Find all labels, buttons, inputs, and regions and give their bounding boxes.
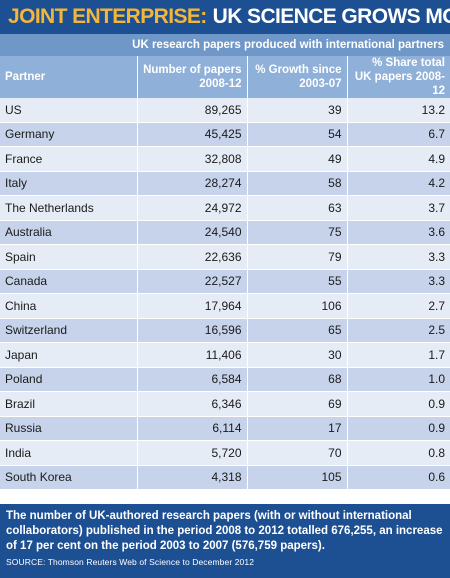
- table-row: Germany 45,425 54 6.7: [0, 122, 450, 147]
- share-cell: 0.8: [347, 440, 450, 466]
- title-accent: JOINT ENTERPRISE:: [8, 5, 207, 28]
- papers-cell: 24,540: [137, 220, 248, 245]
- partner-cell: The Netherlands: [0, 195, 138, 221]
- table-row: China 17,964 106 2.7: [0, 293, 450, 319]
- title-text: UK SCIENCE GROWS MORE COLLABORATIVE: [212, 5, 450, 28]
- table-row: Spain 22,636 79 3.3: [0, 244, 450, 270]
- partner-cell: Canada: [0, 269, 138, 294]
- papers-cell: 24,972: [137, 195, 248, 221]
- papers-cell: 6,346: [137, 391, 248, 417]
- table-row: Japan 11,406 30 1.7: [0, 342, 450, 368]
- partner-cell: Australia: [0, 220, 138, 245]
- papers-cell: 5,720: [137, 440, 248, 466]
- column-header-share: % Share total UK papers 2008-12: [347, 56, 450, 98]
- table-row: Brazil 6,346 69 0.9: [0, 391, 450, 417]
- share-cell: 4.2: [347, 171, 450, 196]
- papers-cell: 17,964: [137, 293, 248, 319]
- papers-cell: 6,584: [137, 367, 248, 392]
- source-credit: SOURCE: Thomson Reuters Web of Science t…: [6, 557, 255, 567]
- papers-cell: 28,274: [137, 171, 248, 196]
- papers-cell: 89,265: [137, 98, 248, 123]
- share-cell: 3.3: [347, 244, 450, 270]
- growth-cell: 106: [247, 293, 348, 319]
- share-cell: 6.7: [347, 122, 450, 147]
- table-row: Poland 6,584 68 1.0: [0, 367, 450, 392]
- partners-table: Partner Number of papers 2008-12 % Growt…: [0, 56, 450, 490]
- share-cell: 0.9: [347, 416, 450, 441]
- subtitle: UK research papers produced with interna…: [0, 34, 450, 56]
- growth-cell: 69: [247, 391, 348, 417]
- footer-note: The number of UK-authored research paper…: [6, 510, 443, 552]
- table-row: Italy 28,274 58 4.2: [0, 171, 450, 196]
- growth-cell: 75: [247, 220, 348, 245]
- table-row: The Netherlands 24,972 63 3.7: [0, 195, 450, 221]
- partner-cell: Russia: [0, 416, 138, 441]
- table-row: Russia 6,114 17 0.9: [0, 416, 450, 441]
- column-header-growth: % Growth since 2003-07: [247, 56, 348, 98]
- partner-cell: China: [0, 293, 138, 319]
- papers-cell: 32,808: [137, 146, 248, 172]
- share-cell: 3.6: [347, 220, 450, 245]
- table-header-row: Partner Number of papers 2008-12 % Growt…: [0, 56, 450, 98]
- footer: The number of UK-authored research paper…: [0, 504, 450, 578]
- share-cell: 4.9: [347, 146, 450, 172]
- share-cell: 0.9: [347, 391, 450, 417]
- table-row: Switzerland 16,596 65 2.5: [0, 318, 450, 343]
- table-row: India 5,720 70 0.8: [0, 440, 450, 466]
- partner-cell: South Korea: [0, 465, 138, 490]
- papers-cell: 22,527: [137, 269, 248, 294]
- growth-cell: 70: [247, 440, 348, 466]
- partner-cell: Spain: [0, 244, 138, 270]
- share-cell: 2.5: [347, 318, 450, 343]
- share-cell: 2.7: [347, 293, 450, 319]
- title-bar: JOINT ENTERPRISE: UK SCIENCE GROWS MORE …: [0, 0, 450, 34]
- papers-cell: 4,318: [137, 465, 248, 490]
- growth-cell: 68: [247, 367, 348, 392]
- table-row: US 89,265 39 13.2: [0, 98, 450, 123]
- share-cell: 13.2: [347, 98, 450, 123]
- growth-cell: 63: [247, 195, 348, 221]
- partner-cell: Switzerland: [0, 318, 138, 343]
- papers-cell: 11,406: [137, 342, 248, 368]
- share-cell: 3.7: [347, 195, 450, 221]
- partner-cell: Japan: [0, 342, 138, 368]
- papers-cell: 6,114: [137, 416, 248, 441]
- papers-cell: 45,425: [137, 122, 248, 147]
- partner-cell: France: [0, 146, 138, 172]
- partner-cell: Brazil: [0, 391, 138, 417]
- column-header-papers: Number of papers 2008-12: [137, 56, 248, 98]
- growth-cell: 39: [247, 98, 348, 123]
- partner-cell: India: [0, 440, 138, 466]
- table-row: Canada 22,527 55 3.3: [0, 269, 450, 294]
- growth-cell: 58: [247, 171, 348, 196]
- growth-cell: 17: [247, 416, 348, 441]
- growth-cell: 55: [247, 269, 348, 294]
- papers-cell: 22,636: [137, 244, 248, 270]
- column-header-partner: Partner: [0, 56, 138, 98]
- growth-cell: 79: [247, 244, 348, 270]
- growth-cell: 65: [247, 318, 348, 343]
- table-row: France 32,808 49 4.9: [0, 146, 450, 172]
- partner-cell: Italy: [0, 171, 138, 196]
- growth-cell: 49: [247, 146, 348, 172]
- partner-cell: US: [0, 98, 138, 123]
- table-body: US 89,265 39 13.2 Germany 45,425 54 6.7 France 32…: [0, 98, 450, 490]
- growth-cell: 105: [247, 465, 348, 490]
- partner-cell: Germany: [0, 122, 138, 147]
- share-cell: 0.6: [347, 465, 450, 490]
- growth-cell: 54: [247, 122, 348, 147]
- share-cell: 3.3: [347, 269, 450, 294]
- share-cell: 1.7: [347, 342, 450, 368]
- papers-cell: 16,596: [137, 318, 248, 343]
- growth-cell: 30: [247, 342, 348, 368]
- table-row: Australia 24,540 75 3.6: [0, 220, 450, 245]
- table-row: South Korea 4,318 105 0.6: [0, 465, 450, 490]
- share-cell: 1.0: [347, 367, 450, 392]
- partner-cell: Poland: [0, 367, 138, 392]
